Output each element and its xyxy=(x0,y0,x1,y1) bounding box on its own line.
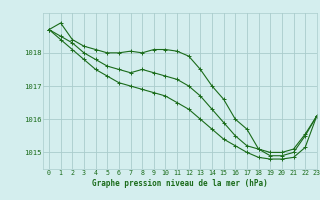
X-axis label: Graphe pression niveau de la mer (hPa): Graphe pression niveau de la mer (hPa) xyxy=(92,179,268,188)
